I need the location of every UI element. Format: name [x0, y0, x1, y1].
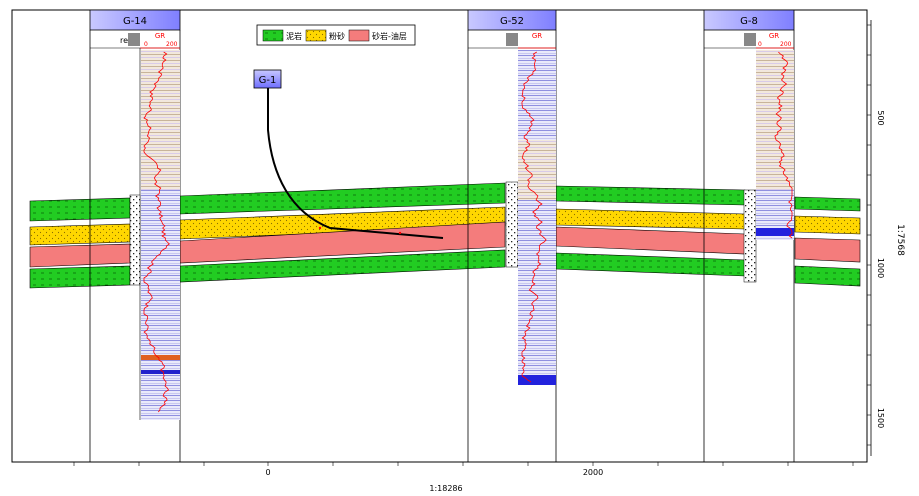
well-header [703, 9, 795, 31]
lithology-track-header [744, 33, 756, 46]
trajectory-point [398, 231, 402, 235]
shale-layer-upper [29, 197, 131, 222]
shale-layer-lower [794, 265, 861, 287]
well-trajectory [267, 88, 444, 239]
log-strip-highlight [518, 375, 556, 385]
well-g14[interactable]: G-14 re GR 0 200 [89, 9, 181, 462]
depth-tick-label: 1500 [876, 408, 885, 428]
curve-name: GR [155, 32, 165, 40]
well-name: G-14 [123, 16, 147, 27]
log-strip [518, 140, 556, 200]
legend-label: 泥岩 [286, 31, 302, 41]
curve-name: GR [532, 32, 542, 40]
curve-min: 0 [144, 41, 148, 48]
silt-layer [29, 223, 131, 246]
well-g8[interactable]: G-8 GR 0 200 [703, 9, 795, 462]
depth-tick-label: 500 [876, 110, 885, 125]
x-tick-label: 0 [265, 468, 270, 477]
trajectory-point [318, 226, 322, 230]
depth-axis: 500 1000 1500 1:7568 [867, 20, 905, 456]
well-g52[interactable]: G-52 GR [467, 9, 557, 462]
lithology-track-header [128, 33, 140, 46]
legend-swatch-shale [262, 29, 284, 42]
log-strip-highlight [756, 228, 794, 236]
planned-well-g1[interactable]: G-1 [253, 69, 444, 239]
curve-name: GR [769, 32, 779, 40]
depth-scale-label: 1:7568 [895, 224, 905, 256]
well-name: G-52 [500, 16, 524, 27]
track-label: re [120, 36, 128, 45]
sandstone-oil-layer [29, 243, 131, 268]
legend-swatch-silt [305, 29, 327, 42]
well-header [467, 9, 557, 31]
log-strip [756, 50, 794, 190]
shale-layer-lower [29, 265, 131, 289]
sandstone-oil-layer [794, 237, 861, 263]
legend-box [256, 24, 416, 46]
lithology-column [505, 181, 519, 268]
curve-max: 200 [780, 41, 792, 48]
log-strip-highlight [141, 355, 180, 360]
well-header [89, 9, 181, 31]
silt-layer [794, 215, 861, 235]
shale-layer-upper [794, 196, 861, 212]
x-axis: 0 2000 1:18286 [12, 461, 867, 493]
lithology-column [743, 189, 757, 283]
gr-curve [774, 51, 793, 239]
lithology-track-header [506, 33, 518, 46]
legend-label: 粉砂 [329, 31, 345, 41]
legend-swatch-sandstone [348, 29, 370, 42]
log-strip-highlight [141, 370, 180, 374]
well-name: G-8 [740, 16, 758, 27]
curve-min: 0 [758, 41, 762, 48]
curve-max: 200 [166, 41, 178, 48]
gr-curve [143, 51, 170, 413]
log-strip [141, 190, 180, 420]
legend: 泥岩 粉砂 砂岩-油层 [256, 24, 416, 46]
depth-tick-label: 1000 [876, 258, 885, 278]
x-scale-label: 1:18286 [429, 484, 462, 493]
well-name: G-1 [259, 75, 277, 86]
gr-curve [521, 51, 547, 383]
strata-layers [29, 182, 861, 289]
lithology-column [129, 194, 141, 286]
x-tick-label: 2000 [583, 468, 603, 477]
legend-label: 砂岩-油层 [372, 31, 407, 41]
